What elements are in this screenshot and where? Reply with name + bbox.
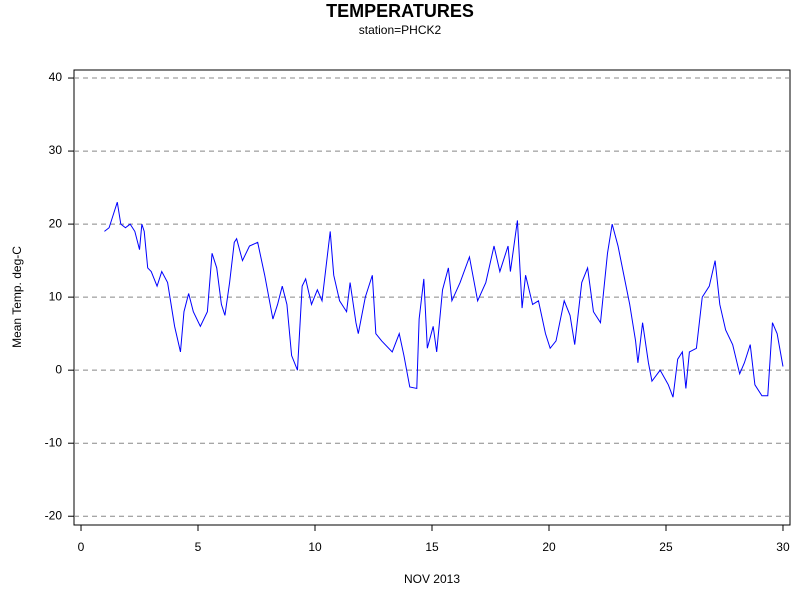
- y-tick-label: 40: [49, 70, 63, 84]
- x-tick-label: 30: [776, 540, 790, 554]
- y-tick-label: -10: [45, 435, 63, 449]
- y-tick-label: 0: [55, 362, 62, 376]
- y-tick-label: -20: [45, 508, 63, 522]
- x-tick-label: 10: [308, 540, 322, 554]
- y-axis-label: Mean Temp. deg-C: [10, 246, 24, 348]
- x-tick-label: 0: [78, 540, 85, 554]
- plot-frame: [73, 69, 791, 526]
- x-tick-label: 5: [195, 540, 202, 554]
- chart-subtitle: station=PHCK2: [359, 23, 442, 37]
- y-tick-label: 30: [49, 143, 63, 157]
- x-tick-label: 15: [425, 540, 439, 554]
- chart-title: TEMPERATURES: [326, 1, 474, 21]
- y-tick-label: 10: [49, 289, 63, 303]
- x-tick-label: 20: [542, 540, 556, 554]
- y-tick-label: 20: [49, 216, 63, 230]
- x-axis-label: NOV 2013: [404, 572, 460, 586]
- temperature-line: [104, 202, 784, 398]
- x-tick-label: 25: [659, 540, 673, 554]
